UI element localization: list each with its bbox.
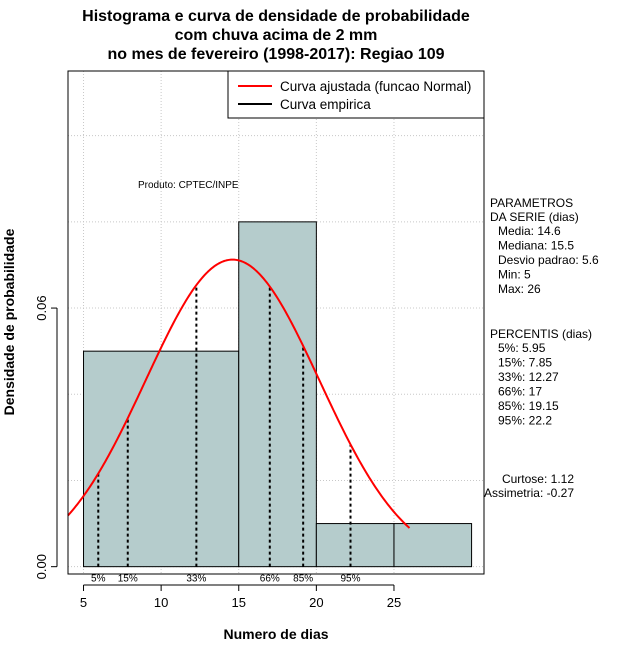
parametros-heading-0: PARAMETROS xyxy=(490,196,573,210)
percentile-label-4: 85% xyxy=(293,574,313,585)
chart-title: Histograma e curva de densidade de proba… xyxy=(82,8,470,63)
histogram-bar-2 xyxy=(315,523,395,568)
title-line-3: no mes de fevereiro (1998-2017): Regiao … xyxy=(107,46,444,63)
percentis-line-3: 66%: 17 xyxy=(498,385,542,399)
legend-label-normal: Curva ajustada (funcao Normal) xyxy=(280,79,471,94)
parametros-line-3: Min: 5 xyxy=(498,268,531,282)
y-tick-label-1: 0.06 xyxy=(34,295,49,320)
title-line-1: Histograma e curva de densidade de proba… xyxy=(82,8,470,25)
x-tick-label-4: 25 xyxy=(387,595,401,610)
legend-label-empirical: Curva empirica xyxy=(280,97,371,112)
parametros-line-4: Max: 26 xyxy=(498,282,541,296)
parametros-heading-1: DA SERIE (dias) xyxy=(490,210,579,224)
percentis-line-4: 85%: 19.15 xyxy=(498,399,559,413)
percentis-line-0: 5%: 5.95 xyxy=(498,341,546,355)
percentis-heading-0: PERCENTIS (dias) xyxy=(490,327,592,341)
parametros-line-0: Media: 14.6 xyxy=(498,224,561,238)
histogram-bar-1 xyxy=(238,221,317,568)
x-tick-label-2: 15 xyxy=(232,595,246,610)
percentile-label-3: 66% xyxy=(260,574,280,585)
x-axis: 5 10 15 20 25 xyxy=(80,584,401,610)
histogram-bar-3 xyxy=(393,523,473,568)
y-tick-label-0: 0.00 xyxy=(34,554,49,579)
percentile-lines xyxy=(97,285,352,567)
percentile-labels: 5% 15% 33% 66% 85% 95% xyxy=(91,574,361,585)
chart-legend: Curva ajustada (funcao Normal) Curva emp… xyxy=(227,70,485,119)
percentile-label-2: 33% xyxy=(186,574,206,585)
percentile-label-1: 15% xyxy=(118,574,138,585)
x-tick-label-1: 10 xyxy=(154,595,168,610)
percentis-line-2: 33%: 12.27 xyxy=(498,370,559,384)
histogram-bars xyxy=(83,221,473,568)
normal-curve-line xyxy=(67,258,411,529)
parametros-line-2: Desvio padrao: 5.6 xyxy=(498,253,599,267)
percentile-label-0: 5% xyxy=(91,574,106,585)
x-axis-label: Numero de dias xyxy=(223,626,328,642)
y-axis-label: Densidade de probabilidade xyxy=(1,228,17,415)
title-line-2: com chuva acima de 2 mm xyxy=(175,27,378,44)
y-axis: 0.00 0.06 xyxy=(34,295,58,579)
x-tick-label-3: 20 xyxy=(309,595,323,610)
shape-stat-0: Curtose: 1.12 xyxy=(502,472,574,486)
legend-box xyxy=(227,70,485,119)
shape-stat-1: Assimetria: -0.27 xyxy=(484,486,574,500)
product-credit: Produto: CPTEC/INPE xyxy=(138,180,239,191)
parametros-line-1: Mediana: 15.5 xyxy=(498,239,574,253)
percentis-line-5: 95%: 22.2 xyxy=(498,414,552,428)
percentis-line-1: 15%: 7.85 xyxy=(498,356,552,370)
histogram-bar-0 xyxy=(83,350,240,568)
x-tick-label-0: 5 xyxy=(80,595,87,610)
percentile-label-5: 95% xyxy=(340,574,360,585)
